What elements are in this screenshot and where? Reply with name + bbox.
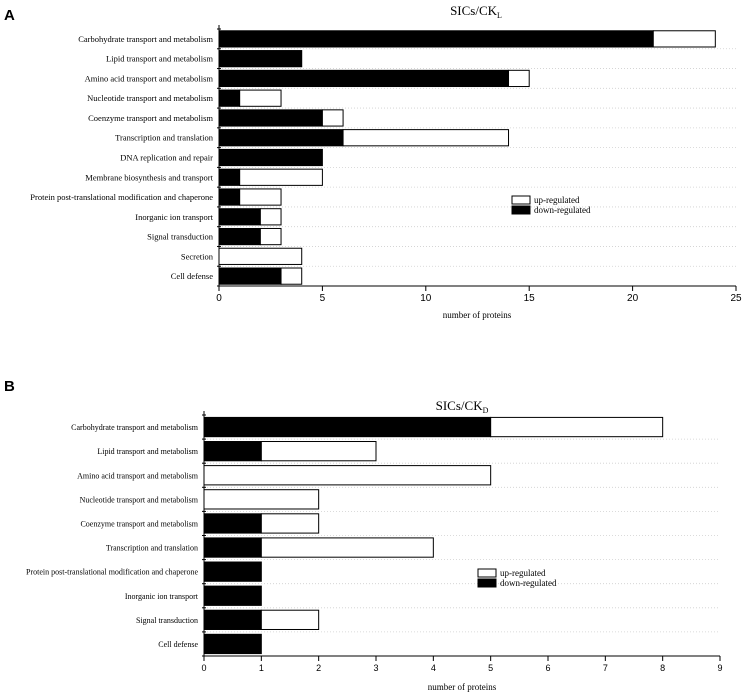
chart-a-bar-up-regulated [281,268,302,284]
chart-a-title: SICs/CKL [450,3,502,20]
chart-b-legend-label-up: up-regulated [500,568,546,578]
chart-a-bar-down-regulated [219,31,653,47]
chart-b-x-tick-label: 8 [660,663,665,673]
chart-a-category-label: Carbohydrate transport and metabolism [78,34,213,44]
chart-b-category-label: Amino acid transport and metabolism [77,471,199,480]
chart-a-category-label: Transcription and translation [115,133,214,143]
panel-label-a: A [4,7,15,24]
chart-a-bar-down-regulated [219,228,260,244]
chart-b-bar-up-regulated [204,466,491,485]
chart-b-bar-up-regulated [261,538,433,557]
chart-b-bar-up-regulated [261,514,318,533]
chart-a-bar-down-regulated [219,149,322,165]
chart-a-bar-down-regulated [219,189,240,205]
chart-b-bar-down-regulated [204,562,261,581]
chart-b-legend-label-down: down-regulated [500,578,557,588]
chart-a-legend-label-down: down-regulated [534,205,591,215]
chart-b-bar-down-regulated [204,586,261,605]
chart-b-title: SICs/CKD [436,398,489,415]
chart-b-x-tick-label: 5 [488,663,493,673]
chart-a-category-label: Signal transduction [147,232,214,242]
chart-b-bar-up-regulated [204,490,319,509]
chart-b-x-axis-title: number of proteins [428,682,497,692]
chart-a-bar-up-regulated [240,90,281,106]
chart-b-bar-up-regulated [491,417,663,436]
chart-a-bar-down-regulated [219,51,302,67]
chart-a-category-label: Membrane biosynthesis and transport [85,172,213,182]
chart-b-title-main: SICs/CK [436,398,484,413]
chart-b-category-label: Protein post-translational modification … [26,568,198,577]
chart-a-x-tick-label: 0 [216,293,222,304]
chart-a-category-label: DNA replication and repair [120,153,213,163]
chart-a-x-tick-label: 20 [627,293,639,304]
chart-b-category-label: Lipid transport and metabolism [97,447,198,456]
chart-b-legend-swatch-up [478,569,496,577]
chart-a-bar-down-regulated [219,110,322,126]
chart-a-bar-down-regulated [219,90,240,106]
chart-a-legend-label-up: up-regulated [534,195,580,205]
chart-a-bar-up-regulated [260,209,281,225]
chart-panel-b: SICs/CKD 0 1 2 3 4 5 6 7 8 9 number of proteins Carb… [26,398,722,692]
chart-b-bar-down-regulated [204,634,261,653]
chart-b-bar-up-regulated [261,442,376,461]
chart-a-category-label: Cell defense [171,271,213,281]
chart-panel-a: SICs/CKL 0 5 10 15 20 25 number of proteins Carb… [30,3,742,320]
chart-a-title-main: SICs/CK [450,3,498,18]
chart-a-bar-down-regulated [219,268,281,284]
chart-a-bar-up-regulated [260,228,281,244]
chart-a-category-label: Secretion [181,251,214,261]
chart-a-x-tick-label: 25 [730,293,742,304]
chart-a-category-label: Inorganic ion transport [135,212,213,222]
chart-a-bar-up-regulated [509,70,530,86]
chart-a-bar-down-regulated [219,130,343,146]
chart-b-x-tick-label: 7 [603,663,608,673]
chart-a-bar-up-regulated [653,31,715,47]
chart-b-bar-down-regulated [204,610,261,629]
chart-a-category-label: Coenzyme transport and metabolism [88,113,213,123]
chart-b-category-label: Cell defense [158,640,198,649]
figure: A B SICs/CKL0 5 10 15 20 25number of proteins… [0,0,743,694]
chart-a-bar-down-regulated [219,169,240,185]
chart-b-category-label: Transcription and translation [106,544,198,553]
chart-b-legend-swatch-down [478,579,496,587]
chart-a-bar-up-regulated [219,248,302,264]
chart-a-bar-down-regulated [219,70,509,86]
chart-b-category-label: Coenzyme transport and metabolism [80,519,198,528]
chart-a-x-axis-title: number of proteins [443,310,512,320]
chart-a-title-subscript: L [497,11,502,20]
chart-b-category-label: Nucleotide transport and metabolism [80,495,199,504]
chart-a-bar-down-regulated [219,209,260,225]
chart-b-category-label: Carbohydrate transport and metabolism [71,423,199,432]
chart-a-x-tick-label: 15 [524,293,536,304]
chart-b-category-label: Signal transduction [136,616,198,625]
chart-a-legend-swatch-down [512,206,530,214]
chart-a-bar-up-regulated [240,169,323,185]
chart-a-x-tick-label: 5 [320,293,326,304]
chart-b-bar-down-regulated [204,514,261,533]
chart-b-x-tick-label: 2 [316,663,321,673]
chart-a-x-tick-label: 10 [420,293,432,304]
chart-b-bar-down-regulated [204,538,261,557]
chart-b-x-tick-label: 9 [717,663,722,673]
chart-a-bar-up-regulated [343,130,508,146]
chart-a-category-label: Nucleotide transport and metabolism [87,93,213,103]
chart-a-category-label: Protein post-translational modification … [30,192,213,202]
chart-b-bar-down-regulated [204,442,261,461]
chart-a-bar-up-regulated [322,110,343,126]
chart-b-category-label: Inorganic ion transport [125,592,199,601]
chart-b-x-tick-label: 3 [373,663,378,673]
chart-b-x-tick-label: 4 [431,663,436,673]
chart-a-category-label: Lipid transport and metabolism [106,54,213,64]
chart-a-bar-up-regulated [240,189,281,205]
chart-b-x-tick-label: 0 [201,663,206,673]
chart-b-x-tick-label: 1 [259,663,264,673]
chart-b-x-tick-label: 6 [545,663,550,673]
chart-b-bar-down-regulated [204,417,491,436]
panel-label-b: B [4,378,15,395]
chart-b-bar-up-regulated [261,610,318,629]
chart-a-legend-swatch-up [512,196,530,204]
chart-a-category-label: Amino acid transport and metabolism [85,73,214,83]
chart-b-title-subscript: D [483,406,489,415]
